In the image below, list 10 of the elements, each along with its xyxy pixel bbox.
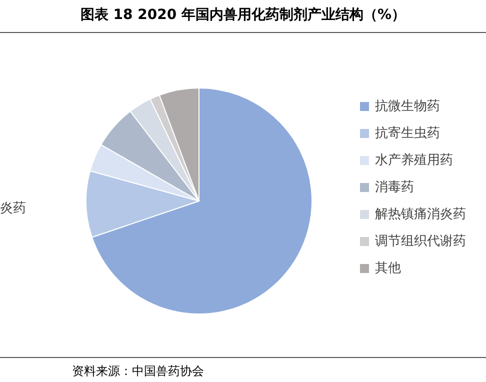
legend-label: 调节组织代谢药 <box>375 232 466 250</box>
legend-label: 水产养殖用药 <box>375 152 453 170</box>
legend-label: 消毒药 <box>375 178 414 196</box>
legend-label: 抗寄生虫药 <box>375 124 440 142</box>
text: 资料来源：中国兽药协会 <box>72 363 204 380</box>
legend-label: 解热镇痛消炎药 <box>375 206 466 224</box>
legend-label: 抗微生物药 <box>375 98 440 116</box>
chart-title: 图表 18 2020 年国内兽用化药制剂产业结构（%） <box>0 6 486 33</box>
legend-label: 其他 <box>375 260 401 278</box>
text: 炎药 <box>0 200 26 217</box>
